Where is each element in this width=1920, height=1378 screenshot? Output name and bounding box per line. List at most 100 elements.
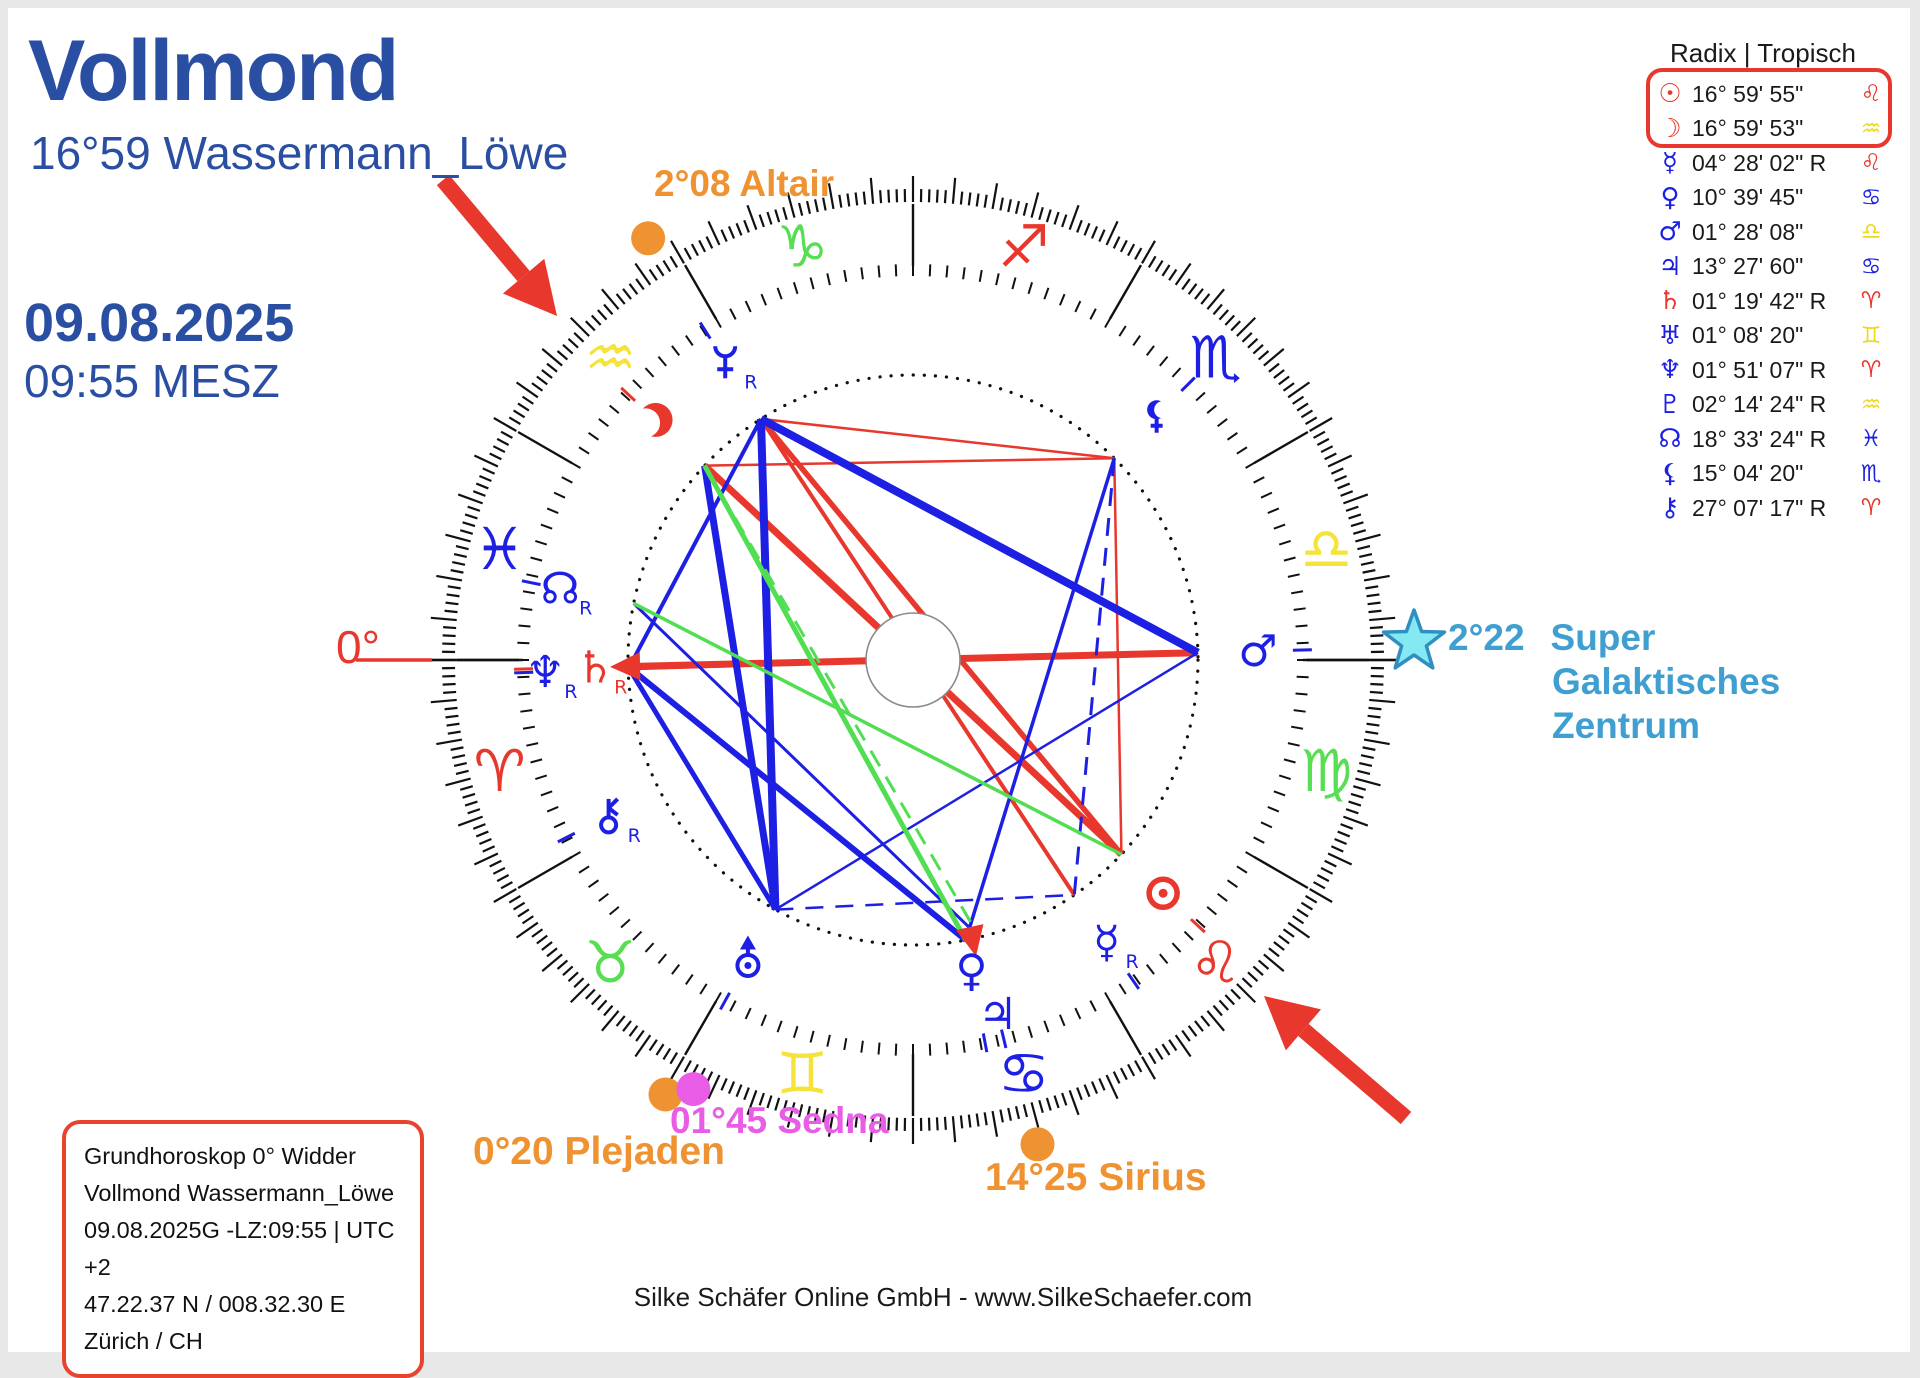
outer-degree-tick <box>685 1061 691 1072</box>
table-row-sun: ☉16° 59' 55"♌ <box>1650 77 1900 112</box>
outer-degree-tick <box>460 530 472 534</box>
middle-ring-tick <box>1044 1021 1048 1032</box>
middle-ring-tick <box>686 336 693 346</box>
mercury-icon: ☿ <box>1650 148 1690 178</box>
outer-degree-tick <box>1182 1031 1190 1042</box>
outer-degree-tick <box>1351 794 1363 798</box>
outer-degree-tick <box>1219 1000 1228 1010</box>
middle-ring-tick <box>672 965 679 975</box>
middle-ring-tick <box>878 266 879 278</box>
house-cusp-line <box>685 265 716 319</box>
outer-degree-tick <box>1314 432 1325 438</box>
middle-ring-tick <box>1284 558 1296 561</box>
outer-degree-tick <box>445 779 470 786</box>
mars-icon: ♂ <box>1650 217 1690 247</box>
middle-ring-tick <box>1172 943 1180 952</box>
middle-ring-tick <box>1261 822 1272 827</box>
venus-sign-icon: ♋ <box>1854 185 1888 211</box>
outer-degree-tick <box>1182 279 1190 290</box>
middle-ring-tick <box>599 419 609 426</box>
outer-degree-tick <box>1085 223 1090 235</box>
outer-degree-tick <box>1297 909 1308 916</box>
middle-ring-tick <box>946 1043 947 1055</box>
outer-degree-tick <box>953 1116 955 1142</box>
node-retrograde-flag: R <box>579 598 592 620</box>
outer-degree-tick <box>747 205 756 229</box>
outer-degree-tick <box>493 446 505 452</box>
jupiter-sign-icon: ♋ <box>1854 254 1888 280</box>
middle-ring-tick <box>1274 525 1285 529</box>
sun-dot-icon <box>1159 889 1168 898</box>
sun-position-value: 16° 59' 55" <box>1690 81 1854 108</box>
middle-ring-tick <box>778 1021 782 1032</box>
sign-aries-icon: ♈ <box>474 737 526 805</box>
uranus-icon: ♅ <box>1650 321 1690 351</box>
outer-degree-tick <box>1201 294 1209 304</box>
outer-degree-tick <box>888 190 889 203</box>
middle-ring-tick <box>861 267 863 279</box>
outer-degree-tick <box>452 562 465 565</box>
outer-degree-tick <box>656 265 663 276</box>
middle-ring-tick <box>1268 508 1279 513</box>
outer-degree-tick <box>479 839 491 844</box>
saturn-sign-icon: ♈ <box>1854 288 1888 314</box>
outer-degree-tick <box>1359 554 1372 557</box>
outer-degree-tick <box>537 936 547 944</box>
outer-degree-tick <box>431 700 457 702</box>
sign-leo-icon: ♌ <box>1190 929 1242 997</box>
sign-libra-icon: ♎ <box>1300 515 1352 583</box>
middle-ring-tick <box>1075 301 1080 312</box>
uranus-position-value: 01° 08' 20" <box>1690 322 1854 349</box>
outer-degree-tick <box>961 1115 962 1128</box>
outer-degree-tick <box>729 1082 734 1094</box>
outer-degree-tick <box>1363 747 1376 749</box>
outer-degree-tick <box>458 494 482 503</box>
outer-degree-tick <box>518 909 529 916</box>
outer-degree-tick <box>1156 261 1163 272</box>
middle-ring-tick <box>1284 759 1296 762</box>
outer-degree-tick <box>436 740 462 745</box>
outer-degree-tick <box>1107 221 1118 245</box>
outer-degree-tick <box>650 270 657 281</box>
chiron-sign-icon: ♈ <box>1854 495 1888 521</box>
outer-degree-tick <box>1070 205 1079 229</box>
outer-degree-tick <box>452 755 465 758</box>
outer-degree-tick <box>1346 809 1358 813</box>
outer-degree-tick <box>692 244 698 255</box>
mars-position-value: 01° 28' 08" <box>1690 219 1854 246</box>
outer-degree-tick <box>1364 740 1390 745</box>
planet-position-table: Radix | Tropisch ☉16° 59' 55"♌☽16° 59' 5… <box>1650 38 1900 526</box>
outer-degree-tick <box>523 397 534 404</box>
outer-degree-tick <box>1284 383 1295 391</box>
middle-ring-tick <box>1028 1026 1032 1037</box>
neptune-retrograde-flag: R <box>564 681 577 703</box>
middle-ring-tick <box>1207 907 1216 915</box>
chiron-icon: ⚷ <box>1650 493 1690 523</box>
outer-degree-tick <box>497 439 508 445</box>
outer-degree-tick <box>969 1115 971 1128</box>
sgz-line-3: Zentrum <box>1552 704 1780 748</box>
outer-degree-tick <box>501 432 512 438</box>
middle-ring-tick <box>844 270 846 282</box>
mercury-sign-icon: ♌ <box>1854 150 1888 176</box>
neptune-position-value: 01° 51' 07" R <box>1690 357 1854 384</box>
middle-ring-tick <box>1291 591 1303 593</box>
table-row-jupiter: ♃13° 27' 60"♋ <box>1650 250 1900 285</box>
outer-degree-tick <box>1242 978 1251 987</box>
sun-sign-icon: ♌ <box>1854 81 1888 107</box>
outer-degree-tick <box>1092 1082 1097 1094</box>
lilith-icon: ⚸ <box>1650 459 1690 489</box>
outer-degree-tick <box>1297 403 1308 410</box>
outer-degree-tick <box>888 1117 889 1130</box>
outer-degree-tick <box>1357 771 1370 774</box>
outer-degree-tick <box>1248 339 1258 348</box>
lilith-position-value: 15° 04' 20" <box>1690 460 1854 487</box>
middle-ring-tick <box>554 822 565 827</box>
outer-degree-tick <box>707 237 713 249</box>
outer-degree-tick <box>473 824 485 829</box>
outer-degree-tick <box>1301 410 1312 417</box>
outer-degree-tick <box>1293 397 1304 404</box>
position-table-title: Radix | Tropisch <box>1670 38 1900 69</box>
outer-degree-tick <box>1201 1016 1209 1026</box>
outer-degree-tick <box>1189 284 1197 294</box>
